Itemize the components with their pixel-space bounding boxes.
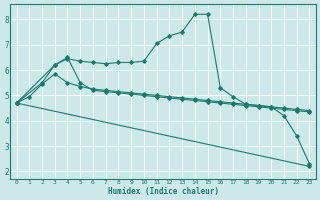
X-axis label: Humidex (Indice chaleur): Humidex (Indice chaleur) xyxy=(108,187,219,196)
